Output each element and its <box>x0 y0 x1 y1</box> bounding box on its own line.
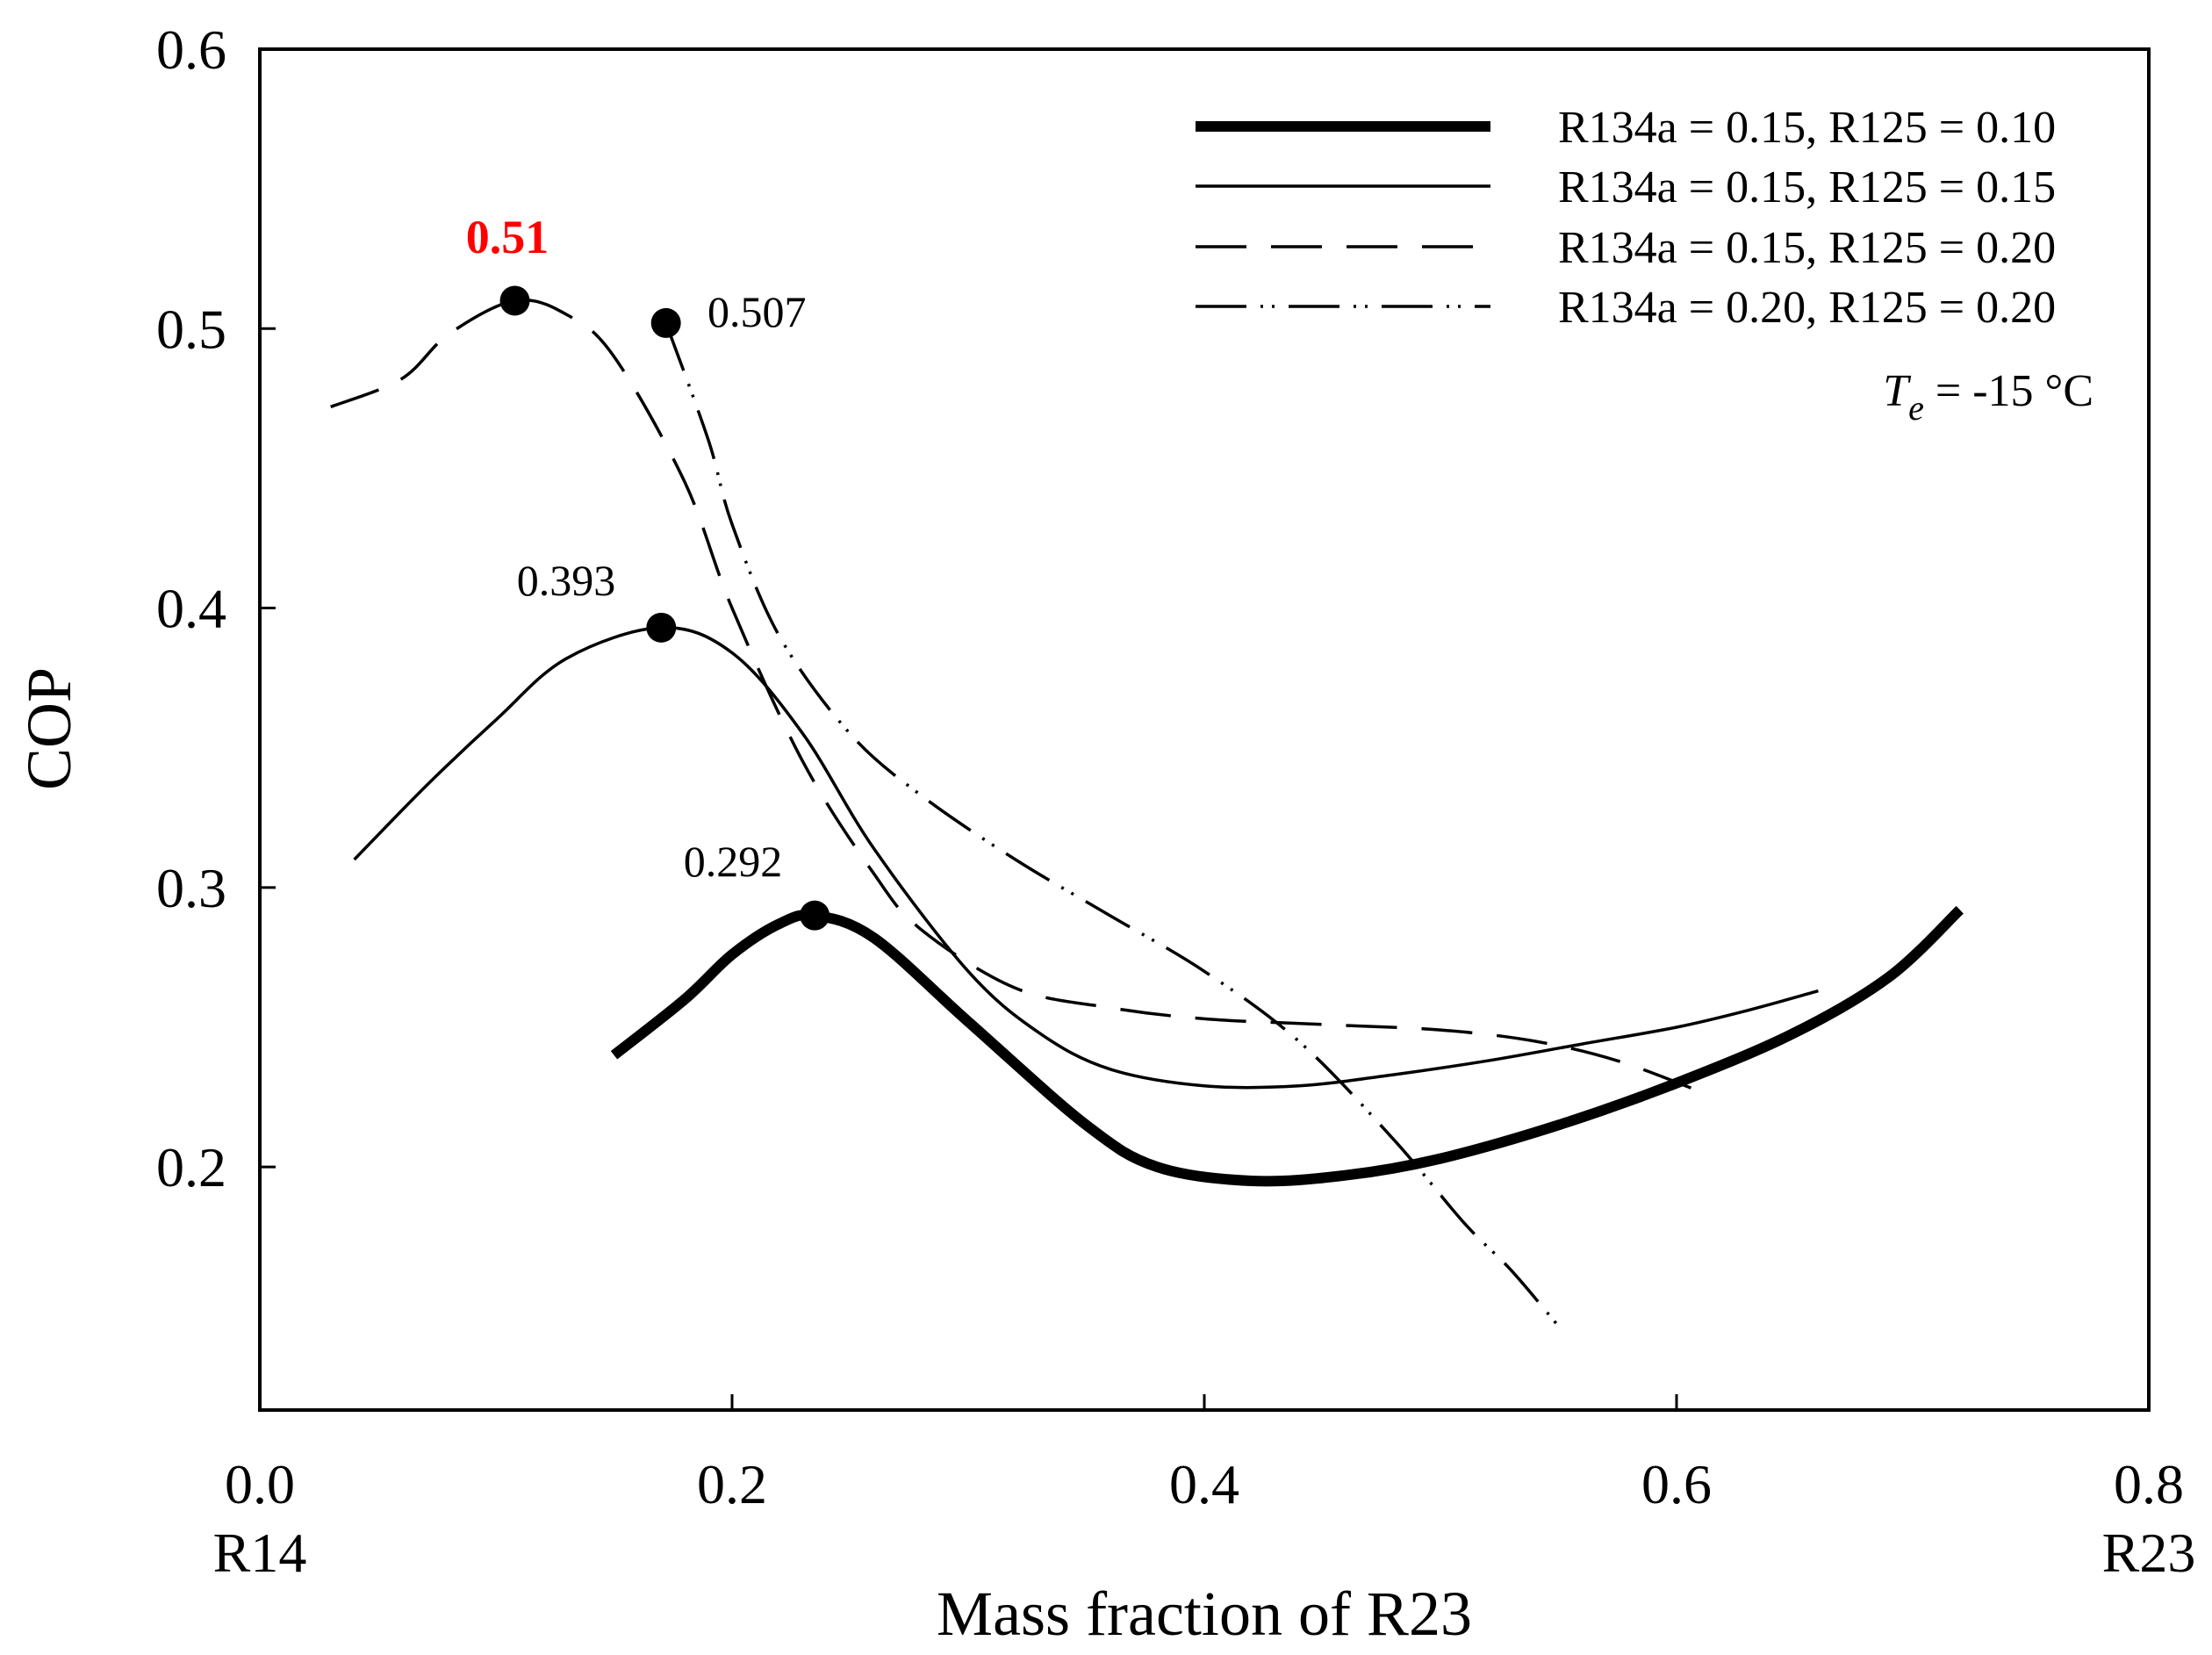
y-tick-label-0: 0.2 <box>156 1136 226 1198</box>
peak-label-series-3: 0.507 <box>707 287 807 336</box>
condition-value: = -15 °C <box>1924 366 2094 416</box>
y-tick-label-4: 0.6 <box>156 18 226 81</box>
legend-label-series-2: R134a = 0.15, R125 = 0.20 <box>1558 223 2056 273</box>
condition-label: Te = -15 °C <box>1883 366 2094 428</box>
x-tick-label-0: 0.0 <box>225 1453 295 1515</box>
series-line-2 <box>330 298 1701 1093</box>
series-line-3 <box>664 322 1560 1328</box>
legend-label-series-3: R134a = 0.20, R125 = 0.20 <box>1558 283 2056 333</box>
peak-marker-series-3 <box>650 307 681 338</box>
tick-layer: 0.0 0.2 0.4 0.6 0.8 0.2 0.3 0.4 0.5 0.6 <box>156 18 2184 1515</box>
x-tick-label-1: 0.2 <box>697 1453 767 1515</box>
x-end-label-left: R14 <box>213 1522 307 1584</box>
y-tick-label-1: 0.3 <box>156 857 226 919</box>
peak-label-series-2: 0.51 <box>466 211 549 263</box>
legend: R134a = 0.15, R125 = 0.10 R134a = 0.15, … <box>1196 103 2094 428</box>
series-line-1 <box>353 626 1819 1090</box>
x-tick-label-2: 0.4 <box>1169 1453 1239 1515</box>
y-tick-label-2: 0.4 <box>156 578 226 640</box>
peak-label-series-0: 0.292 <box>684 837 783 886</box>
peak-marker-series-2 <box>499 285 530 316</box>
peak-label-series-1: 0.393 <box>517 556 616 605</box>
series-line-0 <box>610 905 1964 1187</box>
marker-layer <box>499 285 830 931</box>
condition-symbol: T <box>1883 366 1911 416</box>
y-axis-title: COP <box>14 667 84 790</box>
legend-label-series-0: R134a = 0.15, R125 = 0.10 <box>1558 103 2056 153</box>
x-end-label-right: R23 <box>2102 1522 2196 1584</box>
condition-subscript: e <box>1908 388 1924 428</box>
x-tick-label-3: 0.6 <box>1641 1453 1712 1515</box>
x-axis-title: Mass fraction of R23 <box>937 1579 1472 1649</box>
legend-label-series-1: R134a = 0.15, R125 = 0.15 <box>1558 162 2056 212</box>
peak-marker-series-1 <box>646 612 677 643</box>
peak-marker-series-0 <box>800 900 830 931</box>
series-layer <box>330 298 1964 1328</box>
x-tick-label-4: 0.8 <box>2114 1453 2184 1515</box>
y-tick-label-3: 0.5 <box>156 298 226 360</box>
